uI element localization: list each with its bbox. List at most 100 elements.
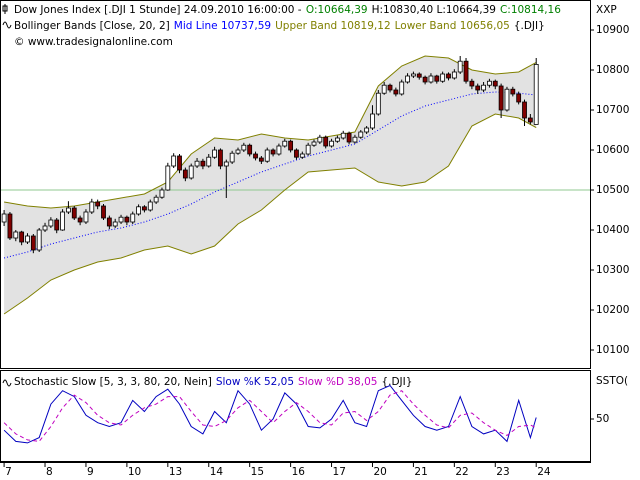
legend-entry: H:10830,40 L:10664,39 xyxy=(372,4,496,16)
candle-body xyxy=(317,136,323,143)
candle-body xyxy=(481,84,486,91)
candle-body xyxy=(270,149,276,155)
candle-body xyxy=(311,141,317,146)
axis-label: XXP xyxy=(596,4,617,16)
candle-body xyxy=(77,217,83,223)
candle-body xyxy=(510,88,516,95)
candle-body xyxy=(522,101,527,119)
candle-body xyxy=(440,73,446,82)
candle-body xyxy=(42,225,48,231)
band-line xyxy=(3,113,537,315)
axis-label: SSTO( xyxy=(596,375,628,387)
candle-body xyxy=(235,149,241,154)
candle-body xyxy=(177,155,182,171)
candle-body xyxy=(71,207,77,219)
candle-body xyxy=(516,93,522,103)
legend-entry: Slow %K 52,05 xyxy=(216,376,294,388)
candle-body xyxy=(282,140,288,147)
legend-entry: Lower Band 10656,05 xyxy=(395,20,510,32)
candle-body xyxy=(469,80,475,87)
candle-body xyxy=(399,81,405,95)
indicator-icon xyxy=(2,379,12,387)
candle-body xyxy=(153,196,159,203)
legend-row: Stochastic Slow [5, 3, 3, 80, 20, Nein] S… xyxy=(14,376,412,388)
legend-entry: O:10664,39 xyxy=(306,4,368,16)
candle-body xyxy=(334,137,340,142)
candle-body xyxy=(118,216,124,223)
stochastic-panel xyxy=(0,370,591,462)
candle-body xyxy=(422,76,428,83)
candle-body xyxy=(323,136,329,147)
candle-body xyxy=(364,127,370,133)
legend-row: Dow Jones Index [.DJI 1 Stunde] 24.09.20… xyxy=(14,4,561,16)
candle-body xyxy=(1,213,7,223)
x-tick-label: 9 xyxy=(87,466,94,478)
candle-icon xyxy=(2,4,8,14)
candle-body xyxy=(48,219,54,227)
candle-body xyxy=(54,219,60,231)
candle-body xyxy=(352,136,358,143)
candle-body xyxy=(130,213,136,223)
candle-body xyxy=(89,201,95,213)
candle-body xyxy=(25,235,30,243)
candle-body xyxy=(142,206,147,211)
x-tick-label: 17 xyxy=(333,466,346,478)
candle-body xyxy=(381,84,387,94)
candle-body xyxy=(258,157,264,162)
legend-row: Bollinger Bands [Close, 20, 2] Mid Line 1… xyxy=(14,20,545,32)
legend-entry: C:10814,16 xyxy=(500,4,561,16)
candle-body xyxy=(393,89,399,95)
indicator-icon xyxy=(2,21,12,29)
candle-body xyxy=(498,85,504,111)
candle-body xyxy=(159,189,165,198)
candle-body xyxy=(264,149,270,162)
price-panel xyxy=(0,0,591,369)
candle-body xyxy=(36,229,42,251)
legend-entry: Mid Line 10737,59 xyxy=(174,20,271,32)
y-tick-label: 10400 xyxy=(596,224,629,236)
x-tick-label: 7 xyxy=(5,466,12,478)
band-fill xyxy=(4,56,537,314)
candle-body xyxy=(241,144,247,151)
candle-body xyxy=(487,80,492,86)
y-tick-label: 10900 xyxy=(596,24,629,36)
candle-body xyxy=(136,206,141,215)
y-tick-label: 50 xyxy=(596,413,609,425)
mid-line xyxy=(3,91,537,259)
legend-entry: {.DJI} xyxy=(381,376,412,388)
candle-body xyxy=(475,85,481,91)
candle-body xyxy=(229,152,235,163)
x-tick-label: 24 xyxy=(537,466,551,478)
candle-body xyxy=(223,161,229,167)
candle-body xyxy=(299,153,305,158)
candle-body xyxy=(329,140,334,147)
y-tick-label: 10600 xyxy=(596,144,629,156)
candle-body xyxy=(124,216,130,223)
candle-body xyxy=(101,205,106,219)
candle-body xyxy=(411,73,416,77)
candle-body xyxy=(112,221,118,227)
candle-body xyxy=(247,144,253,155)
candle-body xyxy=(416,73,422,78)
candle-body xyxy=(13,231,19,239)
candle-body xyxy=(288,140,294,151)
y-tick-label: 10100 xyxy=(596,344,629,356)
y-tick-label: 10200 xyxy=(596,304,629,316)
legend-entry: Stochastic Slow [5, 3, 3, 80, 20, Nein] xyxy=(14,376,212,388)
copyright: © www.tradesignalonline.com xyxy=(14,36,173,48)
candle-body xyxy=(106,217,112,227)
candle-body xyxy=(95,201,101,207)
candle-body xyxy=(451,71,457,79)
y-tick-label: 10500 xyxy=(596,184,629,196)
x-tick-label: 15 xyxy=(251,466,264,478)
candle-body xyxy=(387,84,393,91)
candle-body xyxy=(200,160,206,167)
candle-body xyxy=(165,165,171,191)
legend-entry: Upper Band 10819,12 xyxy=(275,20,391,32)
candle-body xyxy=(340,132,346,139)
candle-body xyxy=(188,165,194,179)
x-tick-label: 10 xyxy=(128,466,141,478)
y-tick-label: 10700 xyxy=(596,104,629,116)
candle-body xyxy=(527,117,533,123)
